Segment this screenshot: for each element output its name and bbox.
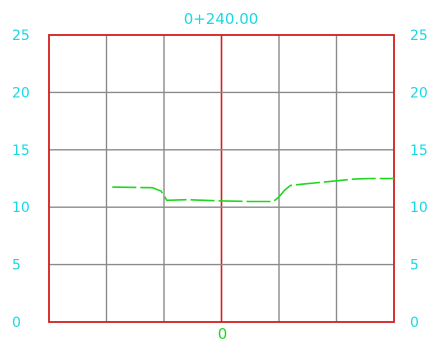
- ground-profile: [112, 177, 394, 203]
- y-tick-label-left: 10: [12, 200, 30, 216]
- y-tick-label-right: 25: [410, 28, 428, 44]
- y-tick-label-right: 15: [410, 143, 428, 159]
- station-title: 0+240.00: [184, 10, 259, 28]
- x-tick-label: 0: [218, 325, 228, 343]
- y-tick-label-left: 5: [12, 258, 21, 274]
- y-tick-label-right: 10: [410, 200, 428, 216]
- ground-line-series: [112, 177, 394, 203]
- y-tick-label-right: 20: [410, 85, 428, 101]
- tick-labels: 0 5 10 15 20 25 0 5 10 15 20 25 0: [12, 28, 428, 343]
- y-tick-label-left: 20: [12, 85, 30, 101]
- y-tick-label-left: 15: [12, 143, 30, 159]
- y-tick-label-right: 0: [410, 315, 419, 331]
- y-tick-label-left: 0: [12, 315, 21, 331]
- y-tick-label-right: 5: [410, 258, 419, 274]
- y-tick-label-left: 25: [12, 28, 30, 44]
- grid-lines: [49, 35, 394, 322]
